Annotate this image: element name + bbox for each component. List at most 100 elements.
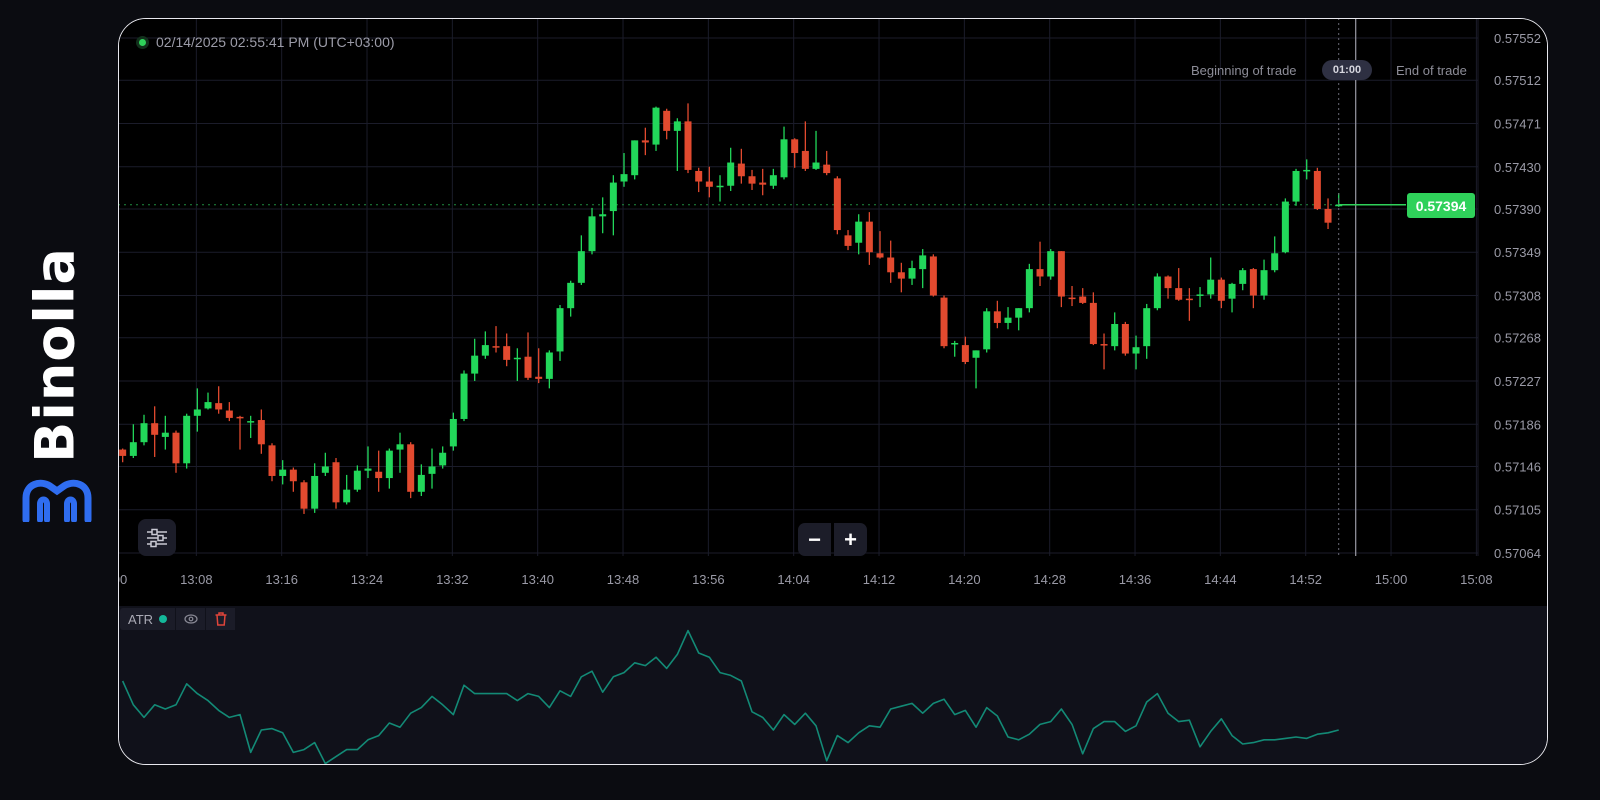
bullish-candle bbox=[599, 214, 607, 217]
time-axis-label: 15:08 bbox=[1460, 572, 1493, 587]
bullish-candle bbox=[1271, 253, 1279, 271]
bearish-candle bbox=[1185, 298, 1193, 301]
bullish-candle bbox=[193, 409, 201, 416]
time-axis-label: 14:28 bbox=[1033, 572, 1066, 587]
atr-color-dot bbox=[159, 615, 168, 623]
time-axis-label: 14:20 bbox=[948, 572, 981, 587]
time-axis-label: 13:08 bbox=[180, 572, 213, 587]
chart-window: 0.57552 0.57512 0.57471 0.57430 0.57390 0.573… bbox=[118, 18, 1548, 765]
bullish-candle bbox=[1303, 169, 1311, 172]
bullish-candle bbox=[460, 373, 468, 419]
time-axis-label: 15:00 bbox=[1375, 572, 1408, 587]
toggle-visibility-button[interactable] bbox=[176, 608, 206, 630]
current-price-badge: 0.57394 bbox=[1407, 193, 1475, 219]
time-axis-label: 13:16 bbox=[265, 572, 298, 587]
bullish-candle bbox=[1239, 270, 1247, 284]
time-axis-label: 14:36 bbox=[1119, 572, 1152, 587]
price-axis-label: 0.57349 bbox=[1494, 245, 1541, 260]
price-axis-label: 0.57430 bbox=[1494, 160, 1541, 175]
bearish-candle bbox=[876, 253, 884, 258]
chart-settings-button[interactable] bbox=[138, 519, 176, 556]
bearish-candle bbox=[535, 376, 543, 379]
bullish-candle bbox=[716, 185, 724, 188]
bearish-candle bbox=[993, 311, 1001, 323]
binolla-logo-icon bbox=[22, 479, 92, 522]
price-axis-label: 0.57105 bbox=[1494, 503, 1541, 518]
bearish-candle bbox=[663, 110, 671, 131]
bullish-candle bbox=[588, 216, 596, 252]
bearish-candle bbox=[1313, 170, 1321, 209]
zoom-in-button[interactable]: + bbox=[834, 523, 867, 556]
bearish-candle bbox=[759, 182, 767, 185]
server-time: 02/14/2025 02:55:41 PM (UTC+03:00) bbox=[139, 34, 395, 50]
bullish-candle bbox=[577, 251, 585, 283]
bearish-candle bbox=[300, 482, 308, 509]
atr-indicator-label[interactable]: ATR bbox=[120, 608, 176, 630]
bearish-candle bbox=[748, 176, 756, 184]
bearish-candle bbox=[1164, 276, 1172, 289]
price-axis-label: 0.57186 bbox=[1494, 417, 1541, 432]
atr-panel bbox=[119, 606, 1547, 764]
bearish-candle bbox=[236, 416, 244, 419]
brand-name: Binolla bbox=[23, 247, 87, 463]
candlestick-chart[interactable]: 0.57552 0.57512 0.57471 0.57430 0.57390 0.573… bbox=[118, 18, 1548, 765]
bullish-candle bbox=[204, 402, 212, 409]
bullish-candle bbox=[1281, 201, 1289, 253]
bearish-candle bbox=[833, 178, 841, 231]
trash-icon bbox=[215, 612, 227, 626]
bearish-candle bbox=[492, 346, 500, 348]
atr-name: ATR bbox=[128, 611, 154, 627]
bearish-candle bbox=[151, 423, 159, 435]
bullish-candle bbox=[1047, 251, 1055, 277]
atr-indicator-header: ATR bbox=[120, 608, 236, 630]
bullish-candle bbox=[396, 444, 404, 450]
bullish-candle bbox=[951, 342, 959, 345]
delete-indicator-button[interactable] bbox=[206, 608, 236, 630]
price-axis-label: 0.57227 bbox=[1494, 374, 1541, 389]
bearish-candle bbox=[215, 403, 223, 410]
bullish-candle bbox=[1228, 283, 1236, 299]
time-axis-label: 14:04 bbox=[777, 572, 810, 587]
bearish-candle bbox=[524, 356, 532, 378]
bullish-candle bbox=[428, 466, 436, 474]
price-axis-label: 0.57552 bbox=[1494, 31, 1541, 46]
price-axis-label: 0.57308 bbox=[1494, 289, 1541, 304]
bullish-candle bbox=[620, 174, 628, 182]
time-axis-label: 13:32 bbox=[436, 572, 469, 587]
bearish-candle bbox=[684, 121, 692, 170]
sliders-icon bbox=[147, 528, 167, 547]
bearish-candle bbox=[940, 297, 948, 347]
bullish-candle bbox=[556, 308, 564, 352]
bearish-candle bbox=[961, 345, 969, 362]
bearish-candle bbox=[1068, 297, 1076, 300]
bullish-candle bbox=[321, 466, 329, 473]
bearish-candle bbox=[844, 235, 852, 246]
bearish-candle bbox=[257, 420, 265, 445]
bullish-candle bbox=[1207, 279, 1215, 295]
trade-timer: 01:00 bbox=[1322, 60, 1372, 80]
bullish-candle bbox=[673, 121, 681, 131]
bearish-candle bbox=[823, 164, 831, 174]
end-of-trade-label: End of trade bbox=[1396, 63, 1467, 78]
bullish-candle bbox=[1196, 294, 1204, 296]
price-axis-label: 0.57268 bbox=[1494, 331, 1541, 346]
bullish-candle bbox=[1292, 170, 1300, 202]
zoom-out-button[interactable]: − bbox=[798, 523, 831, 556]
bullish-candle bbox=[161, 432, 169, 437]
bullish-candle bbox=[129, 442, 137, 456]
bullish-candle bbox=[353, 470, 361, 490]
bearish-candle bbox=[503, 346, 511, 360]
bearish-candle bbox=[897, 272, 905, 279]
timestamp-text: 02/14/2025 02:55:41 PM (UTC+03:00) bbox=[156, 34, 395, 50]
bearish-candle bbox=[1036, 269, 1044, 277]
bullish-candle bbox=[855, 221, 863, 243]
price-axis-label: 0.57146 bbox=[1494, 459, 1541, 474]
bearish-candle bbox=[268, 445, 276, 476]
brand-logo bbox=[0, 240, 110, 540]
time-axis-label: 13:56 bbox=[692, 572, 725, 587]
bullish-candle bbox=[812, 162, 820, 169]
bullish-candle bbox=[513, 357, 521, 360]
bullish-candle bbox=[140, 423, 148, 443]
bullish-candle bbox=[545, 352, 553, 379]
live-status-icon bbox=[139, 38, 146, 46]
